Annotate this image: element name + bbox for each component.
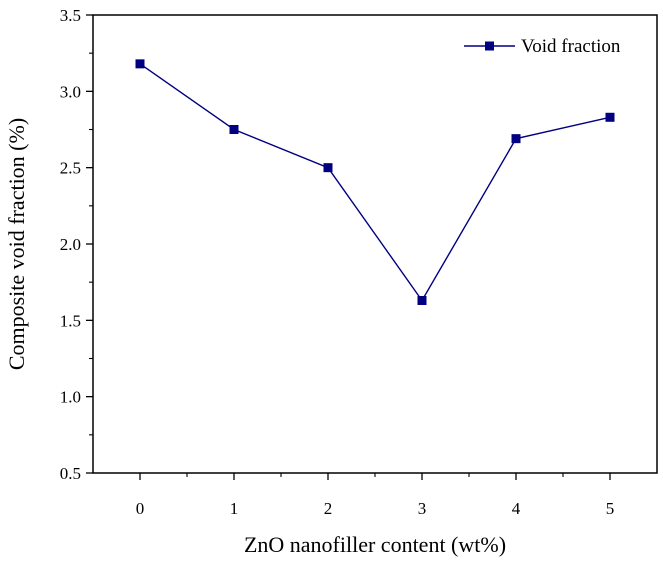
data-point [229, 125, 239, 134]
y-tick-label: 1.0 [60, 388, 81, 407]
y-tick-label: 1.5 [60, 311, 81, 330]
x-tick-label: 2 [324, 499, 333, 518]
legend-label: Void fraction [521, 36, 621, 57]
x-axis-ticks: 0 1 2 3 4 5 [136, 473, 615, 518]
data-point [417, 295, 427, 305]
plot-frame [92, 14, 658, 474]
y-tick-label: 2.5 [60, 159, 81, 178]
data-point [135, 59, 145, 69]
y-axis-ticks: 0.5 1.0 1.5 2.0 2.5 3.0 3.5 [60, 6, 93, 483]
x-tick-label: 1 [230, 499, 239, 518]
y-tick-label: 3.0 [60, 82, 81, 101]
x-tick-label: 3 [418, 499, 427, 518]
y-tick-label: 2.0 [60, 235, 81, 254]
y-tick-label: 0.5 [60, 464, 81, 483]
data-point [605, 112, 615, 122]
series-line-void-fraction [139, 63, 611, 302]
x-tick-label: 0 [136, 499, 145, 518]
plot-border [92, 14, 658, 474]
legend-marker [485, 41, 494, 51]
legend: Void fraction [464, 36, 621, 57]
x-axis-title: ZnO nanofiller content (wt%) [244, 532, 506, 557]
data-point [511, 134, 521, 144]
series-group [135, 59, 615, 305]
data-point [323, 163, 333, 173]
x-tick-label: 4 [512, 499, 521, 518]
y-tick-label: 3.5 [60, 6, 81, 25]
x-tick-label: 5 [606, 499, 615, 518]
y-axis-title: Composite void fraction (%) [4, 118, 29, 370]
